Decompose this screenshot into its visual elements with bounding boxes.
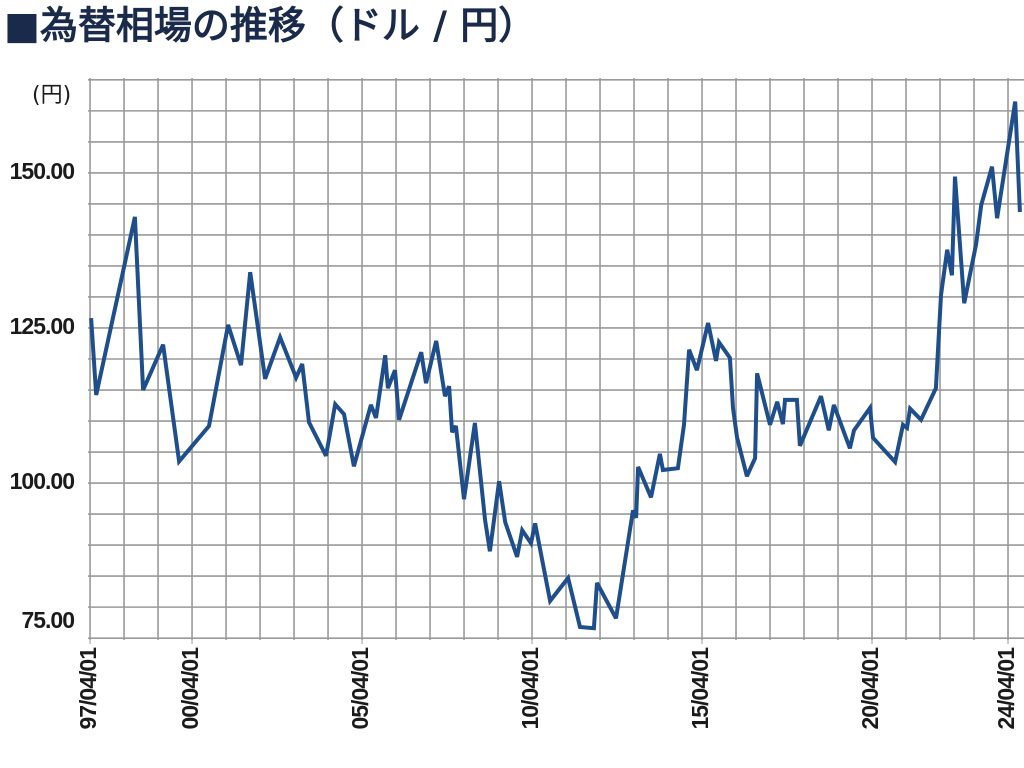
x-tick-label: 20/04/01 (857, 647, 883, 730)
y-unit: (円) (32, 83, 71, 108)
x-tick-label: 24/04/01 (993, 647, 1019, 730)
x-tick-label: 05/04/01 (347, 647, 373, 730)
chart-title: ■為替相場の推移（ドル / 円） (4, 4, 536, 48)
y-tick-label: 75.00 (21, 607, 74, 633)
x-tick-label: 15/04/01 (687, 647, 713, 730)
y-tick-label: 125.00 (10, 313, 75, 339)
x-tick-label: 10/04/01 (517, 647, 543, 730)
x-tick-label: 00/04/01 (177, 647, 203, 730)
line-series (89, 101, 1022, 631)
x-tick-label: 97/04/01 (75, 647, 101, 730)
y-tick-label: 100.00 (10, 468, 75, 494)
y-tick-label: 150.00 (10, 158, 75, 184)
